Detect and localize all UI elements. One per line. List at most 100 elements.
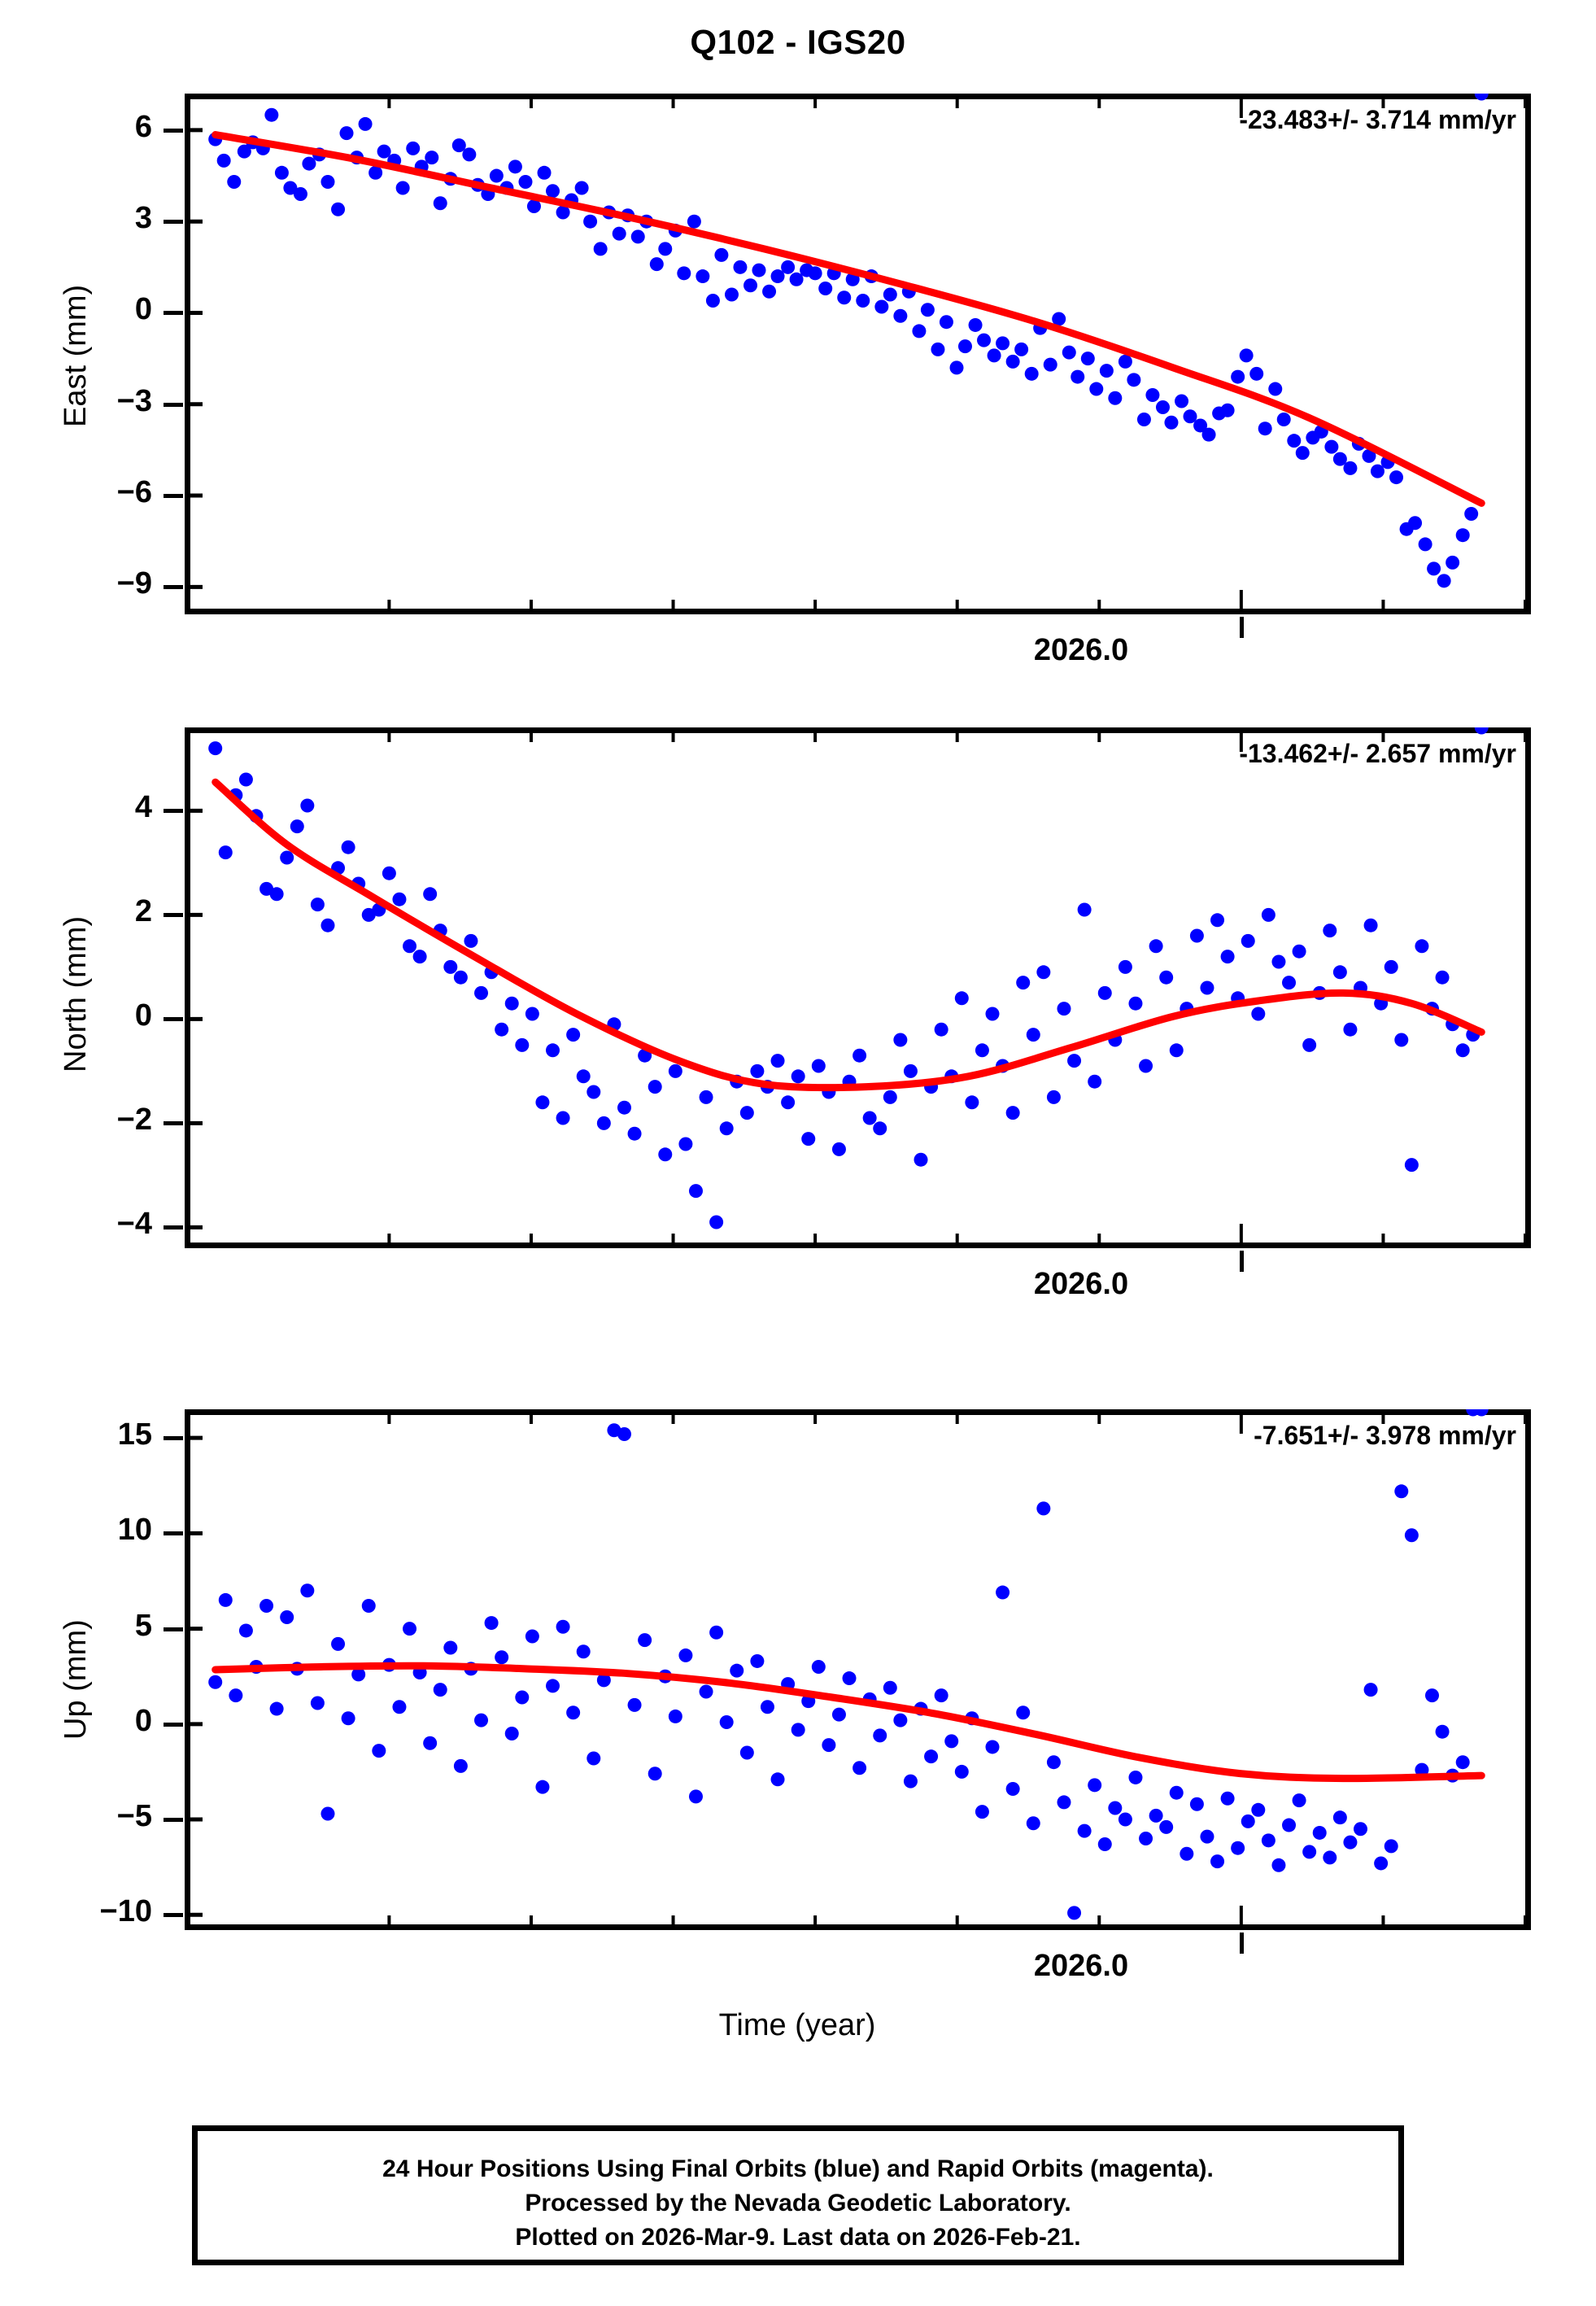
data-point [1363, 1683, 1378, 1697]
ytick-dash [164, 1722, 183, 1727]
ytick-dash [164, 1627, 183, 1631]
ytick-dash [164, 585, 183, 590]
data-point [1455, 1043, 1470, 1058]
data-point [856, 294, 870, 308]
data-point [593, 242, 608, 256]
data-point [739, 1106, 754, 1120]
data-point [770, 1772, 785, 1787]
data-point [934, 1688, 948, 1703]
data-point [1210, 1854, 1225, 1869]
ytick-dash [164, 1017, 183, 1022]
data-point [1295, 446, 1310, 461]
data-point [1332, 452, 1347, 466]
data-point [1189, 1797, 1204, 1811]
ytick-dash [164, 913, 183, 918]
rate-label-up: -7.651+/- 3.978 mm/yr [1254, 1421, 1516, 1450]
data-point [1220, 950, 1235, 964]
data-point [525, 1629, 539, 1644]
data-point [924, 1749, 939, 1764]
data-point [658, 1147, 673, 1162]
data-point [321, 175, 335, 190]
data-point [733, 260, 748, 274]
panel-up-plot-area [185, 1409, 1528, 1930]
data-point [1145, 388, 1160, 403]
data-point [1057, 1795, 1071, 1810]
data-point [1159, 970, 1174, 985]
data-point [515, 1690, 530, 1705]
data-point [310, 898, 325, 912]
data-point [791, 1069, 805, 1084]
data-point [760, 1700, 774, 1714]
data-point [1016, 976, 1031, 990]
data-point [1108, 1801, 1123, 1815]
ytick-dash [164, 1121, 183, 1126]
data-point [425, 151, 439, 165]
data-point [678, 1648, 693, 1662]
data-point [931, 342, 945, 356]
data-point [1332, 1810, 1347, 1825]
data-point [310, 1696, 325, 1710]
data-point [1271, 954, 1286, 969]
data-point [705, 294, 720, 308]
data-point [1118, 959, 1132, 974]
scatter-series-positions [208, 727, 1489, 1229]
data-point [1258, 421, 1272, 436]
xtick-major-outer [1239, 617, 1244, 638]
panel-east: -23.483+/- 3.714 mm/yr [185, 94, 1531, 614]
data-point [893, 1033, 908, 1047]
data-point [1169, 1043, 1184, 1058]
data-point [489, 168, 504, 183]
data-point [1201, 427, 1216, 442]
data-point [617, 1426, 631, 1441]
axis-label-time: Time (year) [718, 2008, 876, 2042]
ytick-label: 5 [134, 1608, 152, 1643]
data-point [1282, 976, 1297, 990]
data-point [1183, 409, 1197, 424]
data-point [781, 260, 796, 274]
data-point [1474, 1409, 1489, 1417]
data-point [1149, 1808, 1163, 1823]
data-point [1024, 366, 1039, 381]
data-point [1415, 939, 1429, 954]
data-point [1149, 939, 1163, 954]
data-point [1268, 382, 1283, 396]
data-point [237, 144, 251, 159]
data-point [1088, 1074, 1102, 1089]
data-point [208, 741, 223, 756]
data-point [423, 887, 438, 902]
data-point [443, 959, 458, 974]
data-point [535, 1780, 550, 1794]
panel-north-frame [185, 727, 1531, 1248]
data-point [1418, 537, 1432, 552]
data-point [1324, 439, 1339, 454]
ytick-dash [164, 494, 183, 499]
data-point [218, 845, 233, 860]
panel-up: -7.651+/- 3.978 mm/yr [185, 1409, 1531, 1930]
data-point [688, 1789, 703, 1804]
data-point [372, 1744, 386, 1758]
data-point [1435, 970, 1450, 985]
data-point [1067, 1906, 1082, 1920]
data-point [566, 1705, 581, 1720]
data-point [1415, 1762, 1429, 1777]
data-point [1362, 448, 1376, 463]
data-point [1005, 1782, 1020, 1797]
data-point [648, 1767, 662, 1781]
data-point [873, 1728, 887, 1743]
data-point [574, 181, 589, 195]
data-point [1271, 1858, 1286, 1872]
xtick-label-east: 2026.0 [1033, 633, 1129, 667]
data-point [1363, 918, 1378, 932]
data-point [1159, 1819, 1174, 1834]
data-point [949, 360, 964, 375]
data-point [556, 1619, 570, 1634]
data-point [1231, 369, 1245, 384]
data-point [853, 1048, 867, 1063]
data-point [451, 138, 466, 153]
data-point [739, 1745, 754, 1760]
data-point [392, 892, 407, 906]
data-point [648, 1080, 662, 1094]
data-point [1097, 1837, 1112, 1852]
data-point [1261, 907, 1275, 922]
data-point [1404, 1528, 1419, 1543]
